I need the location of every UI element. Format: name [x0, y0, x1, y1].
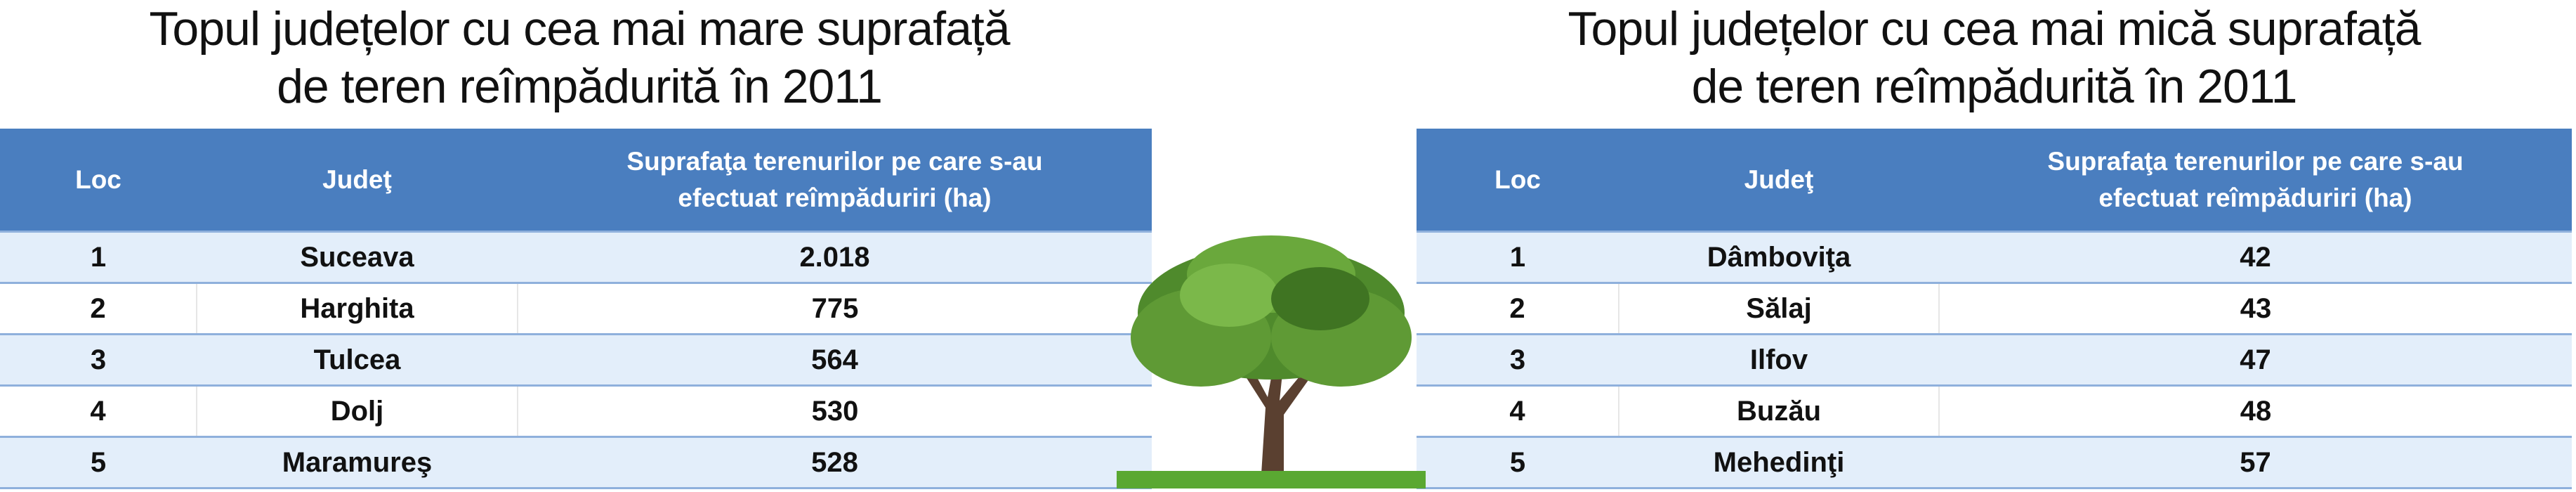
cell-value: 47 — [1939, 333, 2572, 387]
cell-value: 48 — [1938, 384, 2572, 438]
cell-value: 528 — [518, 436, 1152, 489]
cell-loc: 3 — [0, 333, 197, 387]
right-title-line2: de teren reîmpădurită în 2011 — [1691, 60, 2298, 113]
header-judet: Judeţ — [1619, 129, 1939, 232]
tree-image — [1117, 235, 1426, 488]
tree-trunk — [1243, 358, 1310, 485]
cell-judet: Ilfov — [1619, 333, 1939, 387]
cell-loc: 2 — [0, 282, 197, 335]
header-loc: Loc — [0, 129, 197, 232]
cell-judet: Suceava — [197, 231, 518, 284]
cell-judet: Maramureş — [197, 436, 518, 489]
cell-value: 2.018 — [518, 231, 1152, 284]
table-header: Loc Judeţ Suprafaţa terenurilor pe care … — [0, 129, 1152, 232]
table-row: 2 Harghita 775 — [0, 282, 1152, 335]
cell-loc: 2 — [1417, 282, 1619, 335]
cell-loc: 5 — [0, 436, 197, 489]
smallest-area-table: Loc Judeţ Suprafaţa terenurilor pe care … — [1417, 129, 2572, 489]
tree-canopy — [1131, 235, 1412, 387]
cell-value: 43 — [1938, 282, 2572, 335]
header-judet: Judeţ — [197, 129, 518, 232]
cell-judet: Dolj — [196, 384, 518, 438]
table-header: Loc Judeţ Suprafaţa terenurilor pe care … — [1417, 129, 2572, 232]
header-surface-line1: Suprafaţa terenurilor pe care s-au — [626, 146, 1043, 176]
cell-judet: Sălaj — [1618, 282, 1939, 335]
header-loc: Loc — [1417, 129, 1619, 232]
cell-value: 775 — [517, 282, 1152, 335]
cell-judet: Buzău — [1618, 384, 1939, 438]
right-title: Topul județelor cu cea mai mică suprafaț… — [1417, 0, 2572, 115]
left-title-line1: Topul județelor cu cea mai mare suprafaț… — [149, 2, 1010, 56]
table-row: 3 Tulcea 564 — [0, 333, 1152, 387]
cell-value: 57 — [1939, 436, 2572, 489]
header-surface-line1: Suprafaţa terenurilor pe care s-au — [2047, 146, 2464, 176]
grass — [1117, 471, 1426, 488]
table-row: 3 Ilfov 47 — [1417, 333, 2572, 387]
table-row: 5 Mehedinţi 57 — [1417, 436, 2572, 489]
table-row: 1 Suceava 2.018 — [0, 231, 1152, 284]
table-row: 2 Sălaj 43 — [1417, 282, 2572, 335]
header-surface-line2: efectuat reîmpăduriri (ha) — [2098, 183, 2412, 212]
cell-loc: 5 — [1417, 436, 1619, 489]
cell-loc: 1 — [0, 231, 197, 284]
left-title: Topul județelor cu cea mai mare suprafaț… — [0, 0, 1159, 115]
left-title-line2: de teren reîmpădurită în 2011 — [277, 60, 883, 113]
cell-judet: Mehedinţi — [1619, 436, 1939, 489]
cell-loc: 1 — [1417, 231, 1619, 284]
table-row: 1 Dâmboviţa 42 — [1417, 231, 2572, 284]
cell-judet: Dâmboviţa — [1619, 231, 1939, 284]
cell-loc: 4 — [0, 384, 197, 438]
right-title-line1: Topul județelor cu cea mai mică suprafaț… — [1568, 2, 2421, 56]
header-surface-line2: efectuat reîmpăduriri (ha) — [678, 183, 992, 212]
cell-loc: 4 — [1417, 384, 1619, 438]
cell-value: 42 — [1939, 231, 2572, 284]
table-row: 5 Maramureş 528 — [0, 436, 1152, 489]
cell-judet: Tulcea — [197, 333, 518, 387]
cell-judet: Harghita — [196, 282, 518, 335]
table-row: 4 Dolj 530 — [0, 384, 1152, 438]
cell-loc: 3 — [1417, 333, 1619, 387]
cell-value: 564 — [518, 333, 1152, 387]
cell-value: 530 — [517, 384, 1152, 438]
largest-area-table: Loc Judeţ Suprafaţa terenurilor pe care … — [0, 129, 1152, 489]
header-surface: Suprafaţa terenurilor pe care s-au efectu… — [1939, 129, 2572, 232]
table-row: 4 Buzău 48 — [1417, 384, 2572, 438]
header-surface: Suprafaţa terenurilor pe care s-au efectu… — [518, 129, 1152, 232]
